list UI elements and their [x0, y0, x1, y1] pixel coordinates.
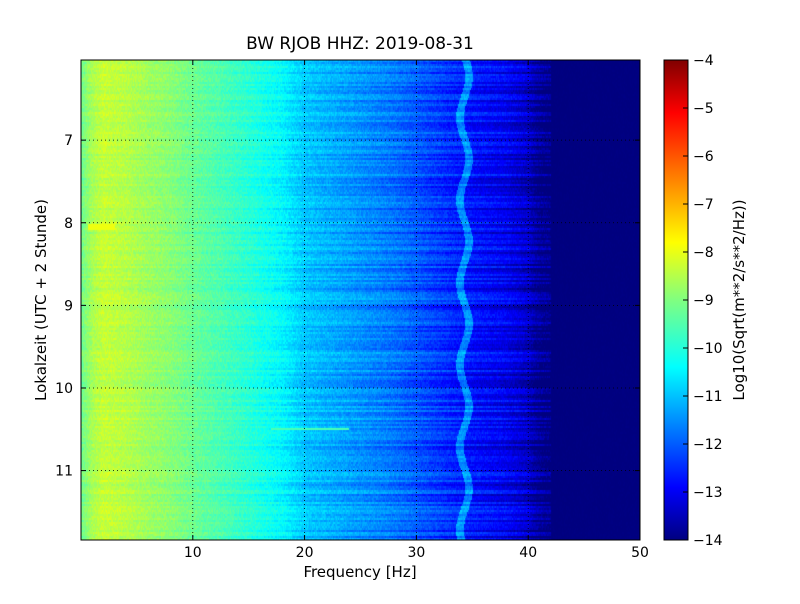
- y-axis: 7 8 9 10 11: [55, 133, 640, 480]
- heatmap-area: [81, 60, 640, 540]
- x-tick-label: 40: [519, 545, 537, 561]
- colorbar-label: Log10(Sqrt(m**2/s**2/Hz)): [730, 199, 748, 400]
- heatmap-canvas: [81, 60, 640, 540]
- x-tick-label: 50: [631, 545, 649, 561]
- colorbar-tick-label: −6: [693, 149, 714, 165]
- heatmap-canvas-wrapper: [81, 60, 640, 540]
- colorbar-tick-label: −8: [693, 245, 714, 261]
- colorbar-tick-label: −14: [693, 533, 723, 549]
- y-tick-label: 7: [64, 133, 73, 149]
- grid-lines: [81, 60, 640, 540]
- colorbar-tick-label: −10: [693, 341, 723, 357]
- y-tick-label: 8: [64, 216, 73, 232]
- colorbar-axis: −4 −5 −6 −7 −8 −9 −10 −11 −12 −13 −14: [683, 53, 723, 549]
- colorbar-tick-label: −4: [693, 53, 714, 69]
- chart-title: BW RJOB HHZ: 2019-08-31: [246, 34, 474, 54]
- colorbar-tick-label: −12: [693, 437, 723, 453]
- colorbar-tick-label: −5: [693, 101, 714, 117]
- colorbar-tick-label: −9: [693, 293, 714, 309]
- x-tick-label: 10: [184, 545, 202, 561]
- x-tick-label: 20: [296, 545, 314, 561]
- y-tick-label: 10: [55, 381, 73, 397]
- colorbar-tick-label: −13: [693, 485, 723, 501]
- x-axis: 10 20 30 40 50: [184, 60, 649, 561]
- plot-frame: [80, 59, 641, 541]
- x-tick-label: 30: [407, 545, 425, 561]
- y-axis-label: Lokalzeit (UTC + 2 Stunde): [32, 199, 50, 401]
- x-axis-label: Frequency [Hz]: [303, 563, 416, 581]
- y-tick-label: 11: [55, 464, 73, 480]
- colorbar: [663, 59, 689, 541]
- colorbar-tick-label: −11: [693, 389, 723, 405]
- y-tick-label: 9: [64, 298, 73, 314]
- colorbar-tick-label: −7: [693, 197, 714, 213]
